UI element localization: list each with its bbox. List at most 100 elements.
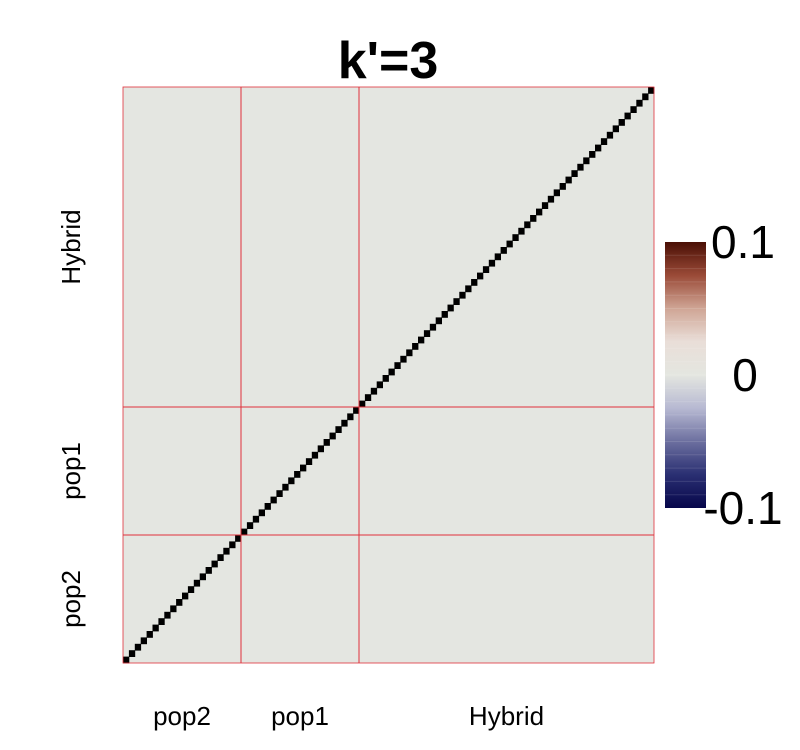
diagonal-cell: [435, 317, 442, 325]
diagonal-cell: [335, 426, 342, 433]
diagonal-cell: [412, 343, 419, 350]
diagonal-cell: [229, 541, 236, 549]
diagonal-cell: [524, 221, 531, 229]
diagonal-cell: [541, 202, 549, 209]
diagonal-cell: [300, 464, 307, 472]
diagonal-cell: [500, 247, 507, 254]
diagonal-cell: [264, 503, 271, 510]
diagonal-cell: [400, 355, 407, 363]
y-group-label: Hybrid: [56, 209, 86, 284]
diagonal-cell: [530, 215, 537, 222]
y-group-label: pop2: [56, 570, 86, 628]
diagonal-cell: [606, 131, 614, 139]
diagonal-cell: [364, 394, 372, 401]
diagonal-cell: [441, 311, 448, 318]
diagonal-cell: [571, 170, 578, 177]
diagonal-cell: [134, 643, 142, 651]
colorbar-tick-label: 0.1: [711, 216, 775, 268]
diagonal-cell: [565, 176, 572, 184]
diagonal-cell: [305, 458, 313, 465]
diagonal-cell: [128, 650, 136, 657]
diagonal-cell: [164, 611, 171, 619]
diagonal-cell: [370, 387, 378, 395]
diagonal-cell: [158, 618, 165, 625]
colorbar: 0.1 0 -0.1: [665, 216, 783, 534]
diagonal-cell: [506, 240, 513, 248]
diagonal-cell: [577, 163, 584, 171]
diagonal-cell: [406, 349, 413, 357]
x-group-label: pop2: [153, 701, 211, 731]
diagonal-cell: [323, 439, 330, 446]
diagonal-cell: [205, 567, 212, 574]
diagonal-cell: [252, 515, 260, 523]
x-group-labels: pop2 pop1 Hybrid: [153, 701, 544, 731]
diagonal-cell: [199, 573, 206, 581]
diagonal-cell: [630, 106, 637, 113]
diagonal-cell: [642, 93, 649, 101]
diagonal-cell: [382, 375, 389, 382]
diagonal-cell: [459, 291, 466, 299]
diagonal-cell: [447, 304, 454, 312]
diagonal-cell: [518, 227, 525, 235]
diagonal-cell: [329, 432, 336, 440]
diagonal-cell: [317, 445, 324, 453]
diagonal-cell: [223, 547, 230, 555]
diagonal-cell: [211, 560, 218, 568]
y-group-labels: pop2 pop1 Hybrid: [56, 209, 86, 627]
diagonal-cell: [595, 144, 602, 152]
diagonal-cell: [276, 490, 283, 497]
chart-title: k'=3: [338, 32, 439, 90]
diagonal-cell: [624, 112, 631, 120]
diagonal-cell: [246, 522, 254, 529]
diagonal-cell: [612, 125, 619, 133]
diagonal-cell: [418, 336, 425, 344]
diagonal-cell: [394, 362, 401, 369]
diagonal-cell: [270, 496, 277, 504]
diagonal-cell: [429, 323, 437, 331]
diagonal-cell: [553, 189, 560, 197]
heatmap-matrix: [122, 86, 655, 664]
diagonal-cell: [282, 483, 289, 491]
diagonal-cell: [311, 451, 319, 459]
diagonal-cell: [235, 535, 242, 542]
diagonal-cell: [388, 368, 395, 376]
diagonal-cell: [359, 400, 366, 408]
colorbar-gradient: [665, 242, 706, 508]
x-group-label: pop1: [271, 701, 329, 731]
diagonal-cell: [176, 599, 183, 606]
diagonal-cell: [648, 87, 655, 94]
diagonal-cell: [453, 298, 460, 305]
diagonal-cell: [152, 624, 159, 632]
colorbar-tick-label: -0.1: [703, 482, 782, 534]
diagonal-cell: [140, 637, 147, 645]
diagonal-cell: [471, 279, 478, 286]
diagonal-cell: [123, 656, 130, 664]
x-group-label: Hybrid: [469, 701, 544, 731]
diagonal-cell: [600, 138, 608, 145]
diagonal-cell: [589, 151, 596, 158]
diagonal-cell: [217, 554, 224, 561]
diagonal-cell: [170, 605, 177, 613]
diagonal-cell: [547, 195, 555, 203]
diagonal-cell: [494, 253, 501, 261]
diagonal-cell: [288, 477, 295, 485]
diagonal-cell: [423, 330, 431, 337]
diagonal-cell: [258, 509, 265, 517]
diagonal-cell: [187, 586, 195, 593]
diagonal-cell: [294, 471, 301, 478]
diagonal-cell: [536, 208, 543, 216]
matrix-border: [122, 86, 655, 664]
diagonal-cell: [477, 272, 484, 280]
diagonal-cell: [465, 285, 472, 293]
diagonal-cell: [488, 259, 496, 267]
diagonal-cell: [146, 631, 153, 638]
diagonal-cell: [482, 266, 490, 273]
y-group-label: pop1: [56, 442, 86, 500]
diagonal-cell: [583, 157, 590, 165]
diagonal-cell: [559, 183, 566, 190]
diagonal-cell: [618, 119, 625, 126]
diagonal-cell: [347, 413, 354, 421]
diagonal-cell: [241, 528, 248, 536]
diagonal-cell: [512, 234, 519, 241]
